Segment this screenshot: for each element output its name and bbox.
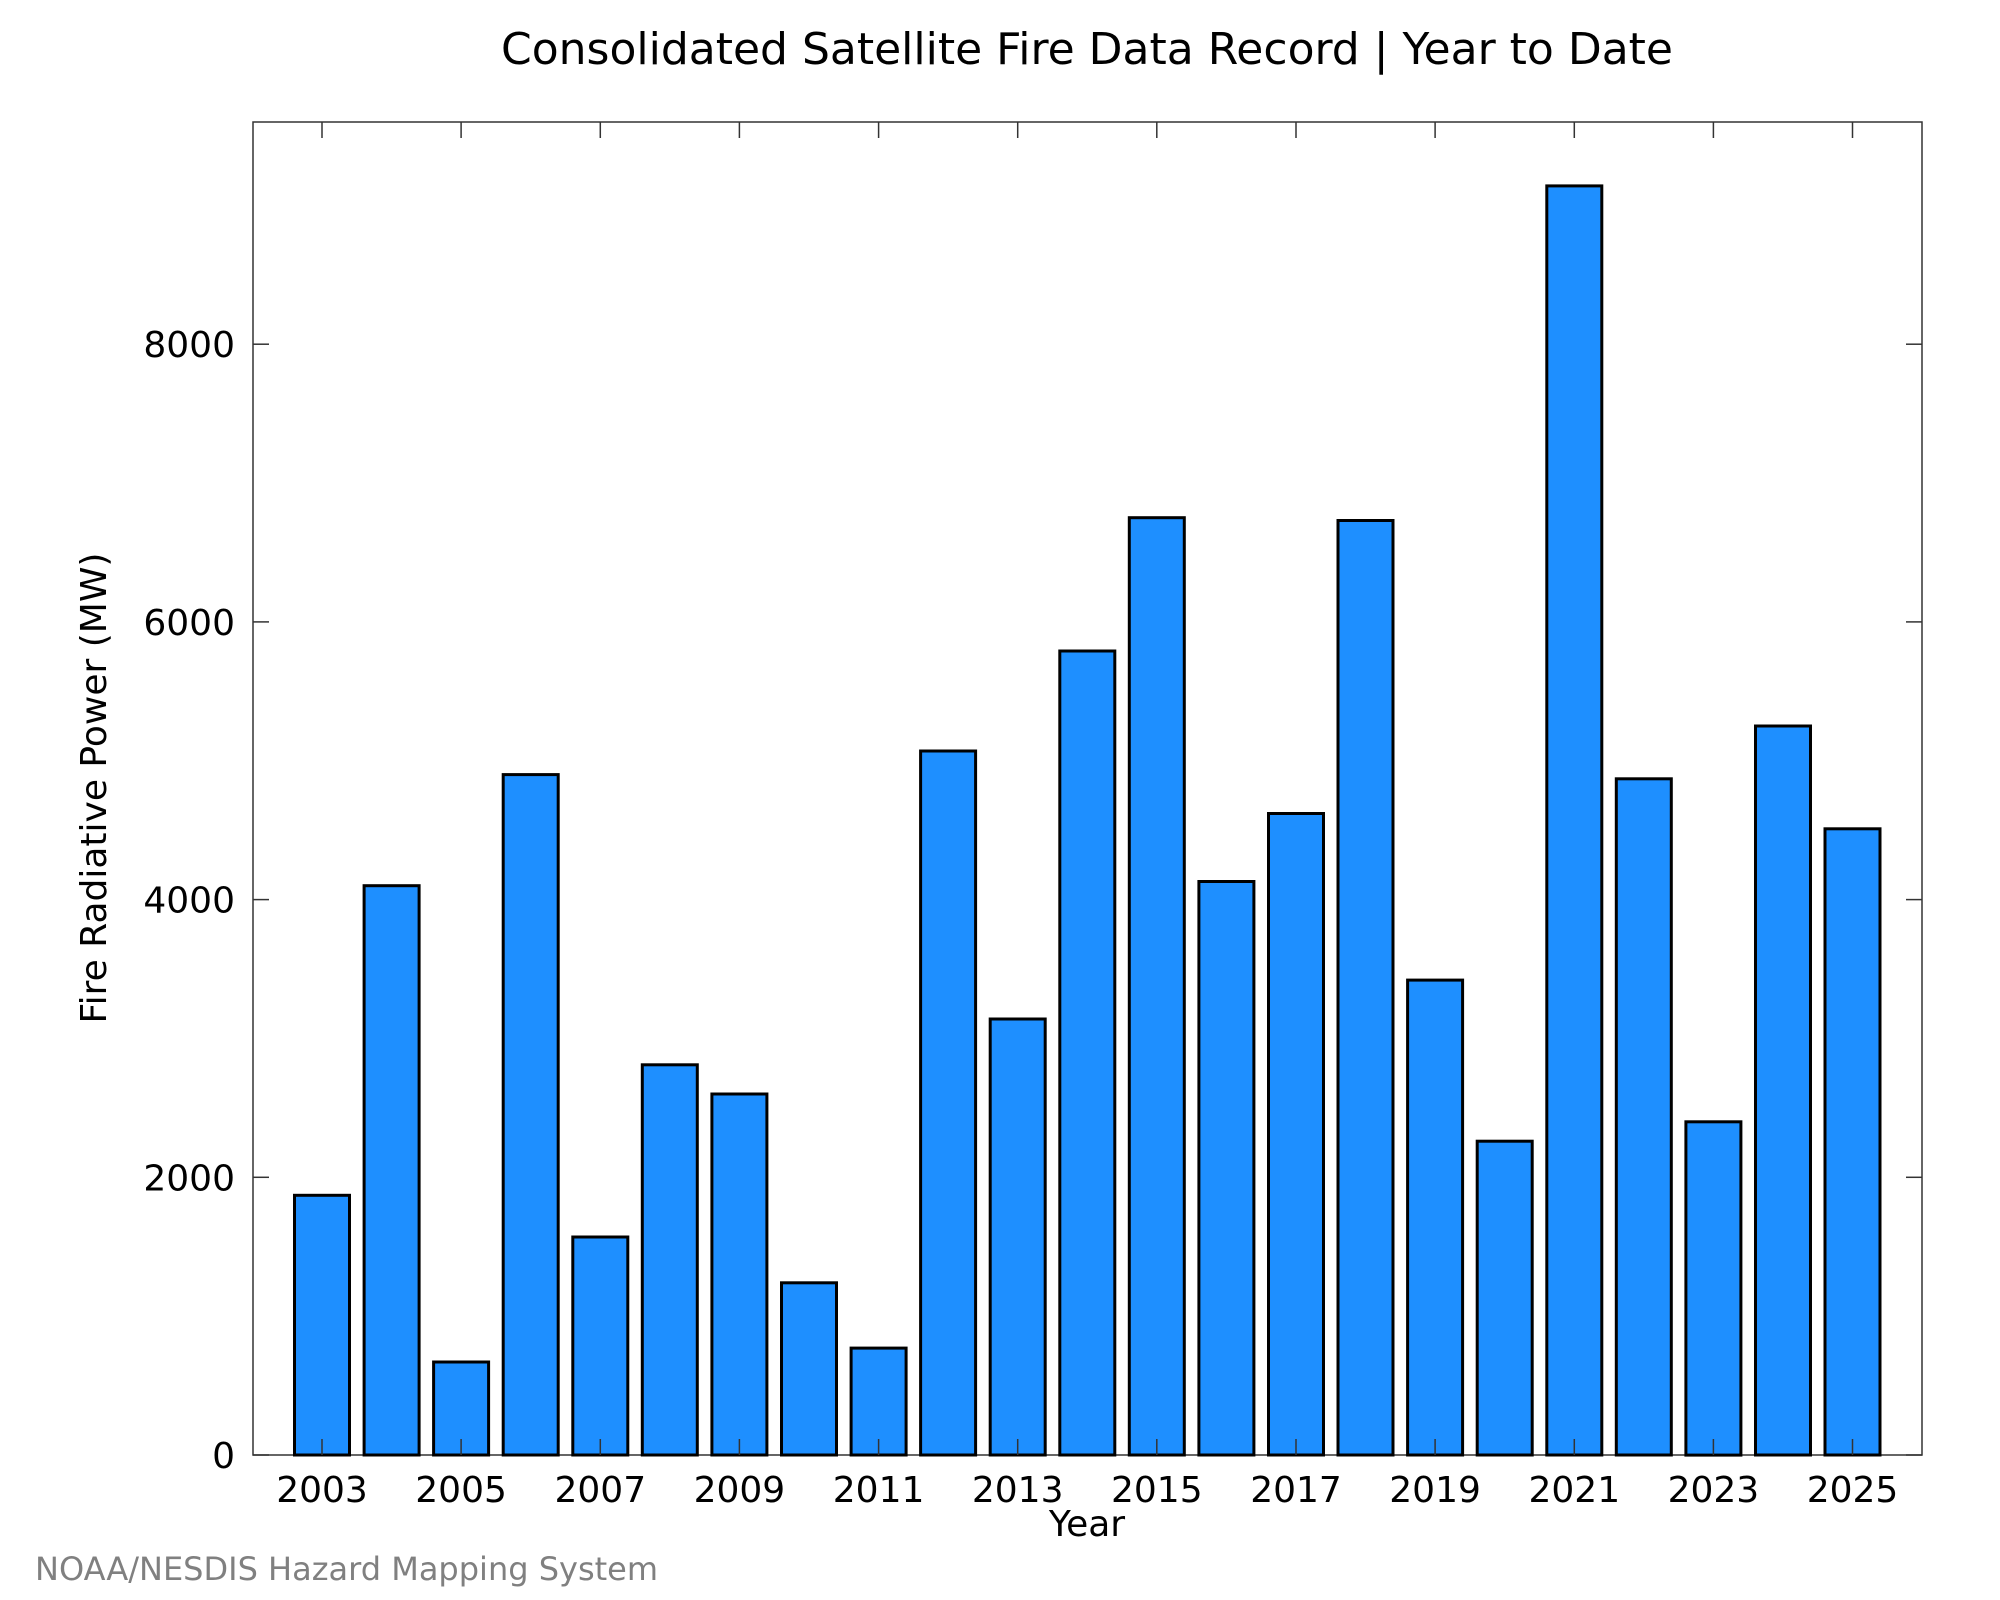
- bar-2006: [501, 773, 560, 1457]
- x-tick-label-2021: 2021: [1528, 1470, 1620, 1511]
- bar-2011: [849, 1346, 908, 1457]
- y-tick-label-4000: 4000: [143, 881, 235, 922]
- bar-2008: [640, 1063, 699, 1457]
- x-tick-label-2009: 2009: [694, 1470, 786, 1511]
- bar-2004: [362, 884, 421, 1457]
- x-tick-label-2015: 2015: [1111, 1470, 1203, 1511]
- x-tick-label-2005: 2005: [415, 1470, 507, 1511]
- bar-2010: [780, 1281, 838, 1457]
- bar-2009: [710, 1092, 769, 1457]
- x-tick-label-2007: 2007: [554, 1470, 646, 1511]
- bar-2021: [1545, 184, 1604, 1457]
- x-tick-label-2025: 2025: [1807, 1470, 1899, 1511]
- credit-text: NOAA/NESDIS Hazard Mapping System: [35, 1550, 658, 1588]
- y-axis-label: Fire Radiative Power (MW): [74, 553, 115, 1024]
- bar-2020: [1475, 1139, 1534, 1457]
- bar-2016: [1197, 880, 1256, 1457]
- x-tick-label-2003: 2003: [276, 1470, 368, 1511]
- bar-2015: [1127, 516, 1186, 1457]
- y-axis: 0 2000 4000 6000 8000: [143, 325, 1922, 1477]
- bar-2022: [1614, 777, 1673, 1457]
- bar-2019: [1406, 978, 1465, 1457]
- y-tick-label-8000: 8000: [143, 325, 235, 366]
- x-axis: 2003 2005 2007 2009 2011 2013 2015 2017 2019 2021…: [276, 122, 1898, 1511]
- y-tick-label-2000: 2000: [143, 1158, 235, 1199]
- x-tick-label-2011: 2011: [833, 1470, 925, 1511]
- bar-2017: [1267, 812, 1325, 1457]
- y-tick-label-6000: 6000: [143, 603, 235, 644]
- bar-group: [293, 184, 1882, 1457]
- bar-2007: [571, 1235, 630, 1457]
- x-tick-label-2023: 2023: [1668, 1470, 1760, 1511]
- bar-2025: [1823, 827, 1882, 1457]
- x-axis-label: Year: [1048, 1504, 1125, 1545]
- bar-2024: [1754, 724, 1812, 1457]
- bar-2012: [919, 749, 978, 1457]
- bar-2014: [1058, 649, 1117, 1457]
- bar-2003: [293, 1193, 351, 1457]
- bar-2018: [1336, 519, 1395, 1457]
- chart-title: Consolidated Satellite Fire Data Record …: [501, 24, 1673, 75]
- x-tick-label-2013: 2013: [972, 1470, 1064, 1511]
- bar-2023: [1684, 1120, 1743, 1457]
- y-tick-label-0: 0: [212, 1436, 235, 1477]
- x-tick-label-2017: 2017: [1250, 1470, 1342, 1511]
- bar-2013: [988, 1017, 1047, 1457]
- x-tick-label-2019: 2019: [1389, 1470, 1481, 1511]
